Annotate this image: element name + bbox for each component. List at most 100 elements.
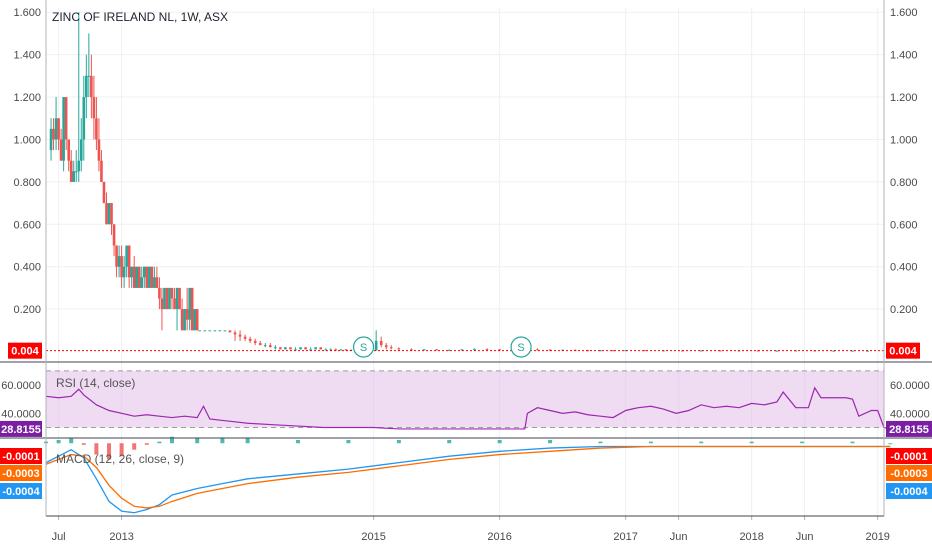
price-tick-right: 0.400 — [890, 262, 918, 274]
candle — [248, 336, 252, 344]
macd-hist-bar — [447, 440, 452, 444]
macd-hist-bar — [396, 440, 401, 444]
candle-body — [643, 350, 646, 352]
candle — [334, 348, 338, 351]
candle-body — [243, 336, 247, 339]
split-icon — [510, 336, 532, 358]
candle-body — [756, 350, 760, 352]
candle — [168, 287, 171, 310]
candle-body — [69, 160, 73, 182]
split-icon — [352, 336, 375, 358]
candle — [180, 298, 184, 331]
candle — [389, 345, 393, 350]
candle-body — [624, 350, 627, 352]
rsi-title: RSI (14, close) — [56, 376, 135, 390]
candle-body — [213, 330, 217, 332]
candle-body — [57, 118, 60, 140]
candle-body — [304, 347, 307, 350]
candle-body — [130, 266, 133, 278]
x-tick-label: 2016 — [487, 531, 511, 543]
candle — [72, 160, 76, 182]
candle — [473, 348, 476, 351]
candle-body — [158, 287, 161, 299]
candle — [188, 287, 191, 331]
candle — [699, 350, 703, 352]
candle — [422, 348, 426, 351]
candle — [173, 287, 176, 310]
candle-body — [379, 340, 383, 346]
candle-body — [178, 287, 181, 310]
candle-body — [100, 160, 103, 182]
candle — [52, 118, 55, 151]
macd-value-left: -0.0001 — [2, 451, 39, 463]
candle — [64, 97, 68, 151]
candle-body — [460, 349, 464, 351]
candle-body — [193, 309, 196, 331]
candle-body — [85, 75, 88, 98]
candle — [74, 150, 78, 182]
candle-body — [107, 203, 111, 225]
candle — [384, 343, 388, 350]
macd-hist-bar — [94, 443, 99, 455]
price-tick-right: 1.000 — [890, 134, 918, 146]
candle — [110, 203, 113, 235]
candle-body — [263, 345, 267, 347]
candle — [49, 118, 53, 161]
candle-body — [334, 349, 338, 351]
macd-hist-bar — [220, 438, 225, 444]
candle — [90, 54, 93, 119]
candle-body — [374, 340, 378, 351]
candle-body — [269, 345, 272, 348]
candle — [599, 350, 602, 352]
candle-body — [274, 347, 277, 349]
candle — [54, 97, 58, 151]
macd-hist-bar — [548, 440, 553, 444]
candle — [57, 118, 60, 151]
price-tick-right: 0.200 — [890, 304, 918, 316]
macd-hist-bar — [119, 443, 124, 457]
last-price-label-right: 0.004 — [889, 346, 917, 358]
macd-plot — [44, 436, 893, 514]
candle — [284, 347, 287, 350]
macd-hist-bar — [648, 441, 653, 444]
rsi-value-left: 28.8155 — [1, 424, 41, 436]
last-price-badge-right — [886, 342, 920, 359]
candle — [344, 348, 348, 351]
candle — [117, 245, 121, 278]
candle — [213, 330, 217, 332]
candle-body — [289, 347, 292, 350]
candle — [127, 245, 131, 288]
candle-body — [195, 309, 199, 331]
macd-hist-bar — [69, 438, 74, 444]
price-tick-left: 0.200 — [13, 304, 41, 316]
candle-body — [228, 330, 232, 333]
candle — [324, 348, 328, 351]
candle-body — [422, 349, 426, 351]
candle — [485, 348, 489, 350]
macd-hist-bar — [850, 441, 855, 444]
candle — [160, 287, 164, 331]
rsi-tick-left: 40.0000 — [1, 408, 41, 420]
candle-body — [329, 349, 333, 351]
candle — [135, 266, 139, 288]
macd-signal-line — [45, 445, 891, 509]
candle — [185, 287, 189, 331]
price-tick-left: 0.600 — [13, 219, 41, 231]
candle — [85, 54, 88, 119]
candle-body — [97, 139, 101, 161]
candle — [183, 309, 186, 331]
last-price-badge-left — [8, 342, 42, 359]
candle-body — [127, 245, 131, 278]
candle-body — [145, 266, 149, 288]
price-tick-left: 1.200 — [13, 92, 41, 104]
candle-body — [120, 256, 123, 278]
candle-body — [344, 349, 348, 351]
candle — [82, 75, 86, 161]
candle-body — [447, 349, 451, 351]
candle — [756, 350, 760, 352]
candle-body — [384, 345, 388, 348]
candle — [175, 287, 179, 331]
candle-body — [54, 118, 58, 140]
candle-body — [112, 224, 116, 246]
